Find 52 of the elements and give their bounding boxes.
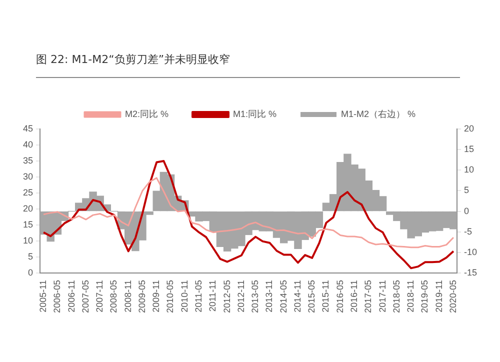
y-tick-label: 0 <box>28 267 34 278</box>
x-tick-label: 2019-05 <box>420 280 430 313</box>
x-tick-label: 2009-11 <box>151 280 162 312</box>
y-tick-label: 45 <box>22 123 34 134</box>
x-tick-label: 2014-11 <box>292 280 302 312</box>
y-tick-label: 5 <box>28 251 34 262</box>
x-tick-label: 2007-11 <box>94 280 105 312</box>
y-tick-label: 25 <box>22 187 34 198</box>
x-tick-label: 2008-11 <box>122 280 133 312</box>
y2-tick-label: 20 <box>464 123 474 134</box>
legend-label: M1:同比 % <box>233 108 277 119</box>
y-tick-label: 35 <box>22 155 34 166</box>
x-tick-label: 2012-05 <box>222 280 232 313</box>
x-tick-label: 2011-05 <box>194 280 204 312</box>
x-tick-label: 2011-11 <box>208 280 218 312</box>
x-tick-label: 2013-11 <box>264 280 274 312</box>
y-tick-label: 40 <box>22 139 34 150</box>
legend-label: M2:同比 % <box>124 108 169 119</box>
x-tick-label: 2010-11 <box>179 280 190 312</box>
legend-label: M1-M2（右边） % <box>341 108 416 119</box>
x-tick-label: 2017-11 <box>377 280 388 312</box>
x-tick-label: 2006-11 <box>66 280 76 312</box>
chart-title: 图 22: M1-M2“负剪刀差”并未明显收窄 <box>36 52 460 78</box>
y2-tick-label: 15 <box>464 144 474 154</box>
x-tick-label: 2012-11 <box>236 280 246 312</box>
x-tick-label: 2015-11 <box>320 280 331 312</box>
x-tick-label: 2019-11 <box>434 280 444 312</box>
x-tick-label: 2016-05 <box>334 280 345 313</box>
y2-tick-label: 0 <box>464 206 470 216</box>
x-tick-label: 2006-05 <box>52 280 62 313</box>
y-tick-label: 20 <box>22 203 34 214</box>
y2-tick-label: 5 <box>464 185 470 196</box>
y-tick-label: 30 <box>22 171 34 182</box>
x-tick-label: 2016-11 <box>349 280 359 312</box>
x-tick-label: 2018-05 <box>391 280 402 313</box>
x-tick-label: 2014-05 <box>278 280 288 313</box>
x-tick-label: 2010-05 <box>165 280 176 313</box>
x-tick-label: 2020-05 <box>448 280 458 313</box>
y2-tick-label: -5 <box>464 226 472 236</box>
x-tick-label: 2008-05 <box>108 280 119 313</box>
x-tick-label: 2009-05 <box>136 280 147 313</box>
x-tick-label: 2017-05 <box>363 280 374 313</box>
x-tick-label: 2013-05 <box>250 280 260 313</box>
x-tick-label: 2007-05 <box>80 280 90 313</box>
y-tick-label: 15 <box>22 219 34 230</box>
y2-tick-label: -10 <box>464 246 478 257</box>
y2-tick-label: -15 <box>464 267 478 278</box>
y-tick-label: 10 <box>22 235 34 246</box>
y2-tick-label: 10 <box>464 164 474 175</box>
x-tick-label: 2018-11 <box>406 280 416 312</box>
x-tick-label: 2015-05 <box>306 280 317 313</box>
x-tick-label: 2005-11 <box>38 280 48 312</box>
